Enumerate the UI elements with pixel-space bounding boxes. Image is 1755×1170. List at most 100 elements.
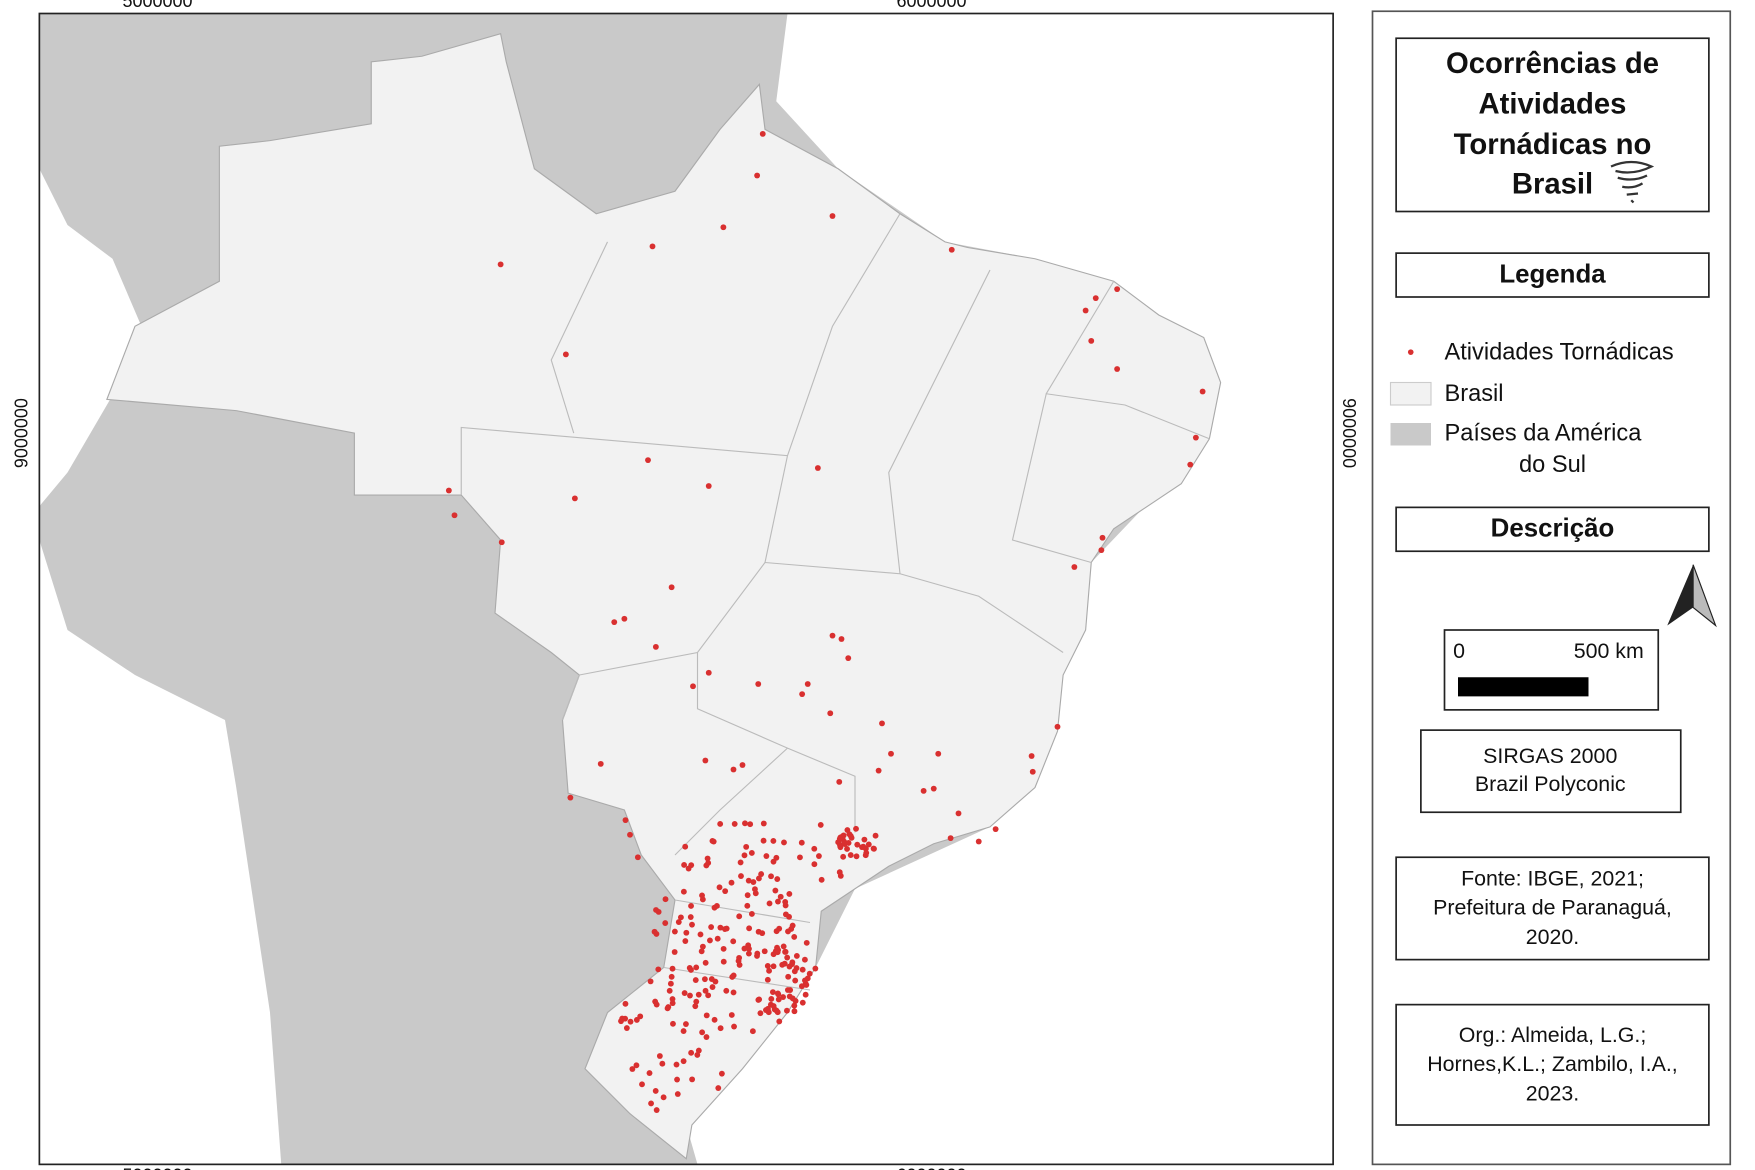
occurrence-dot (818, 876, 825, 883)
occurrence-dot (776, 925, 783, 932)
occurrence-dot (652, 998, 659, 1005)
occurrence-dot (1114, 366, 1121, 372)
occurrence-dot (705, 992, 712, 999)
occurrence-dot (622, 817, 629, 824)
occurrence-dot (975, 838, 982, 845)
occurrence-dot (731, 820, 738, 827)
occurrence-dot (695, 991, 702, 998)
occurrence-dot (647, 978, 654, 985)
occurrence-dot (1192, 434, 1199, 441)
legend-label: Países da América (1445, 420, 1643, 446)
occurrence-dot (683, 1021, 689, 1027)
occurrence-dot (705, 860, 712, 866)
occurrence-dot (774, 949, 781, 956)
occurrence-dot (728, 879, 735, 886)
occurrence-dot (622, 1015, 629, 1022)
occurrence-dot (935, 750, 942, 757)
occurrence-dot (764, 962, 771, 969)
occurrence-dot (759, 930, 766, 937)
occurrence-dot (754, 950, 761, 957)
occurrence-dot (629, 1066, 636, 1072)
occurrence-dot (699, 1029, 706, 1036)
occurrence-dot (741, 945, 748, 952)
top-coord-label: 5000000 (122, 0, 192, 11)
occurrence-dot (930, 785, 937, 792)
right-coord-label: 9000000 (1339, 398, 1359, 468)
occurrence-dot (748, 850, 755, 856)
occurrence-dot (888, 750, 894, 757)
occurrence-dot (622, 1000, 629, 1007)
occurrence-dot (770, 837, 777, 844)
occurrence-dot (703, 1034, 710, 1040)
tornado-occurrences (445, 130, 1206, 1113)
occurrence-dot (844, 827, 851, 833)
occurrence-dot (662, 920, 669, 926)
occurrence-dot (718, 1070, 725, 1077)
occurrence-dot (780, 994, 787, 1000)
occurrence-dot (745, 950, 752, 957)
scale-label: 0 (1453, 639, 1465, 663)
occurrence-dot (763, 853, 770, 859)
north-arrow (1667, 564, 1694, 626)
occurrence-dot (786, 890, 793, 897)
occurrence-dot (683, 929, 690, 936)
occurrence-dot (693, 998, 700, 1005)
occurrence-dot (879, 720, 885, 727)
title-line: Ocorrências de (1446, 48, 1659, 80)
occurrence-dot (498, 539, 505, 546)
occurrence-dot (1092, 295, 1099, 302)
occurrence-dot (668, 584, 675, 591)
occurrence-dot (837, 844, 844, 851)
occurrence-dot (789, 959, 796, 966)
occurrence-dot (782, 948, 789, 955)
occurrence-dot (759, 130, 766, 137)
brazil (106, 33, 1222, 1160)
occurrence-dot (875, 767, 882, 774)
occurrence-dot (785, 928, 791, 935)
occurrence-dot (670, 1020, 676, 1027)
occurrence-dot (817, 821, 824, 828)
occurrence-dot (699, 943, 706, 950)
pacific-ocean (39, 168, 147, 507)
occurrence-dot (1088, 337, 1095, 344)
occurrence-dot (768, 873, 774, 880)
occurrence-dot (784, 987, 791, 993)
organization-line: Org.: Almeida, L.G.; (1459, 1023, 1647, 1047)
occurrence-dot (705, 669, 712, 676)
occurrence-dot (853, 853, 860, 860)
occurrence-dot (692, 977, 699, 984)
occurrence-dot (791, 1008, 798, 1015)
occurrence-dot (720, 224, 727, 231)
occurrence-dot (863, 849, 870, 856)
occurrence-dot (782, 911, 789, 918)
occurrence-dot (775, 991, 782, 998)
occurrence-dot (765, 1005, 771, 1012)
legend-label: Brasil (1445, 381, 1504, 407)
bottom-coord-label: 5000000 (122, 1166, 192, 1170)
occurrence-dot (597, 760, 604, 767)
occurrence-dot (702, 987, 709, 994)
occurrence-dot (760, 837, 767, 844)
scale-label: 500 km (1574, 639, 1644, 663)
occurrence-dot (746, 945, 752, 952)
occurrence-dot (742, 820, 748, 827)
occurrence-dot (773, 854, 780, 861)
source-line: 2020. (1526, 925, 1579, 949)
occurrence-dot (667, 980, 674, 987)
scale-bar (1458, 677, 1589, 697)
occurrence-dot (686, 965, 693, 971)
occurrence-dot (804, 681, 811, 687)
occurrence-dot (781, 839, 787, 846)
description-heading: Descrição (1491, 515, 1615, 543)
occurrence-dot (736, 954, 743, 961)
legend-swatch (1390, 423, 1431, 446)
occurrence-dot (761, 948, 768, 955)
occurrence-dot (723, 987, 730, 994)
occurrence-dot (688, 862, 695, 869)
occurrence-dot (841, 839, 848, 846)
occurrence-dot (1029, 768, 1036, 775)
occurrence-dot (689, 1076, 696, 1083)
occurrence-dot (720, 958, 727, 965)
occurrence-dot (651, 928, 658, 935)
